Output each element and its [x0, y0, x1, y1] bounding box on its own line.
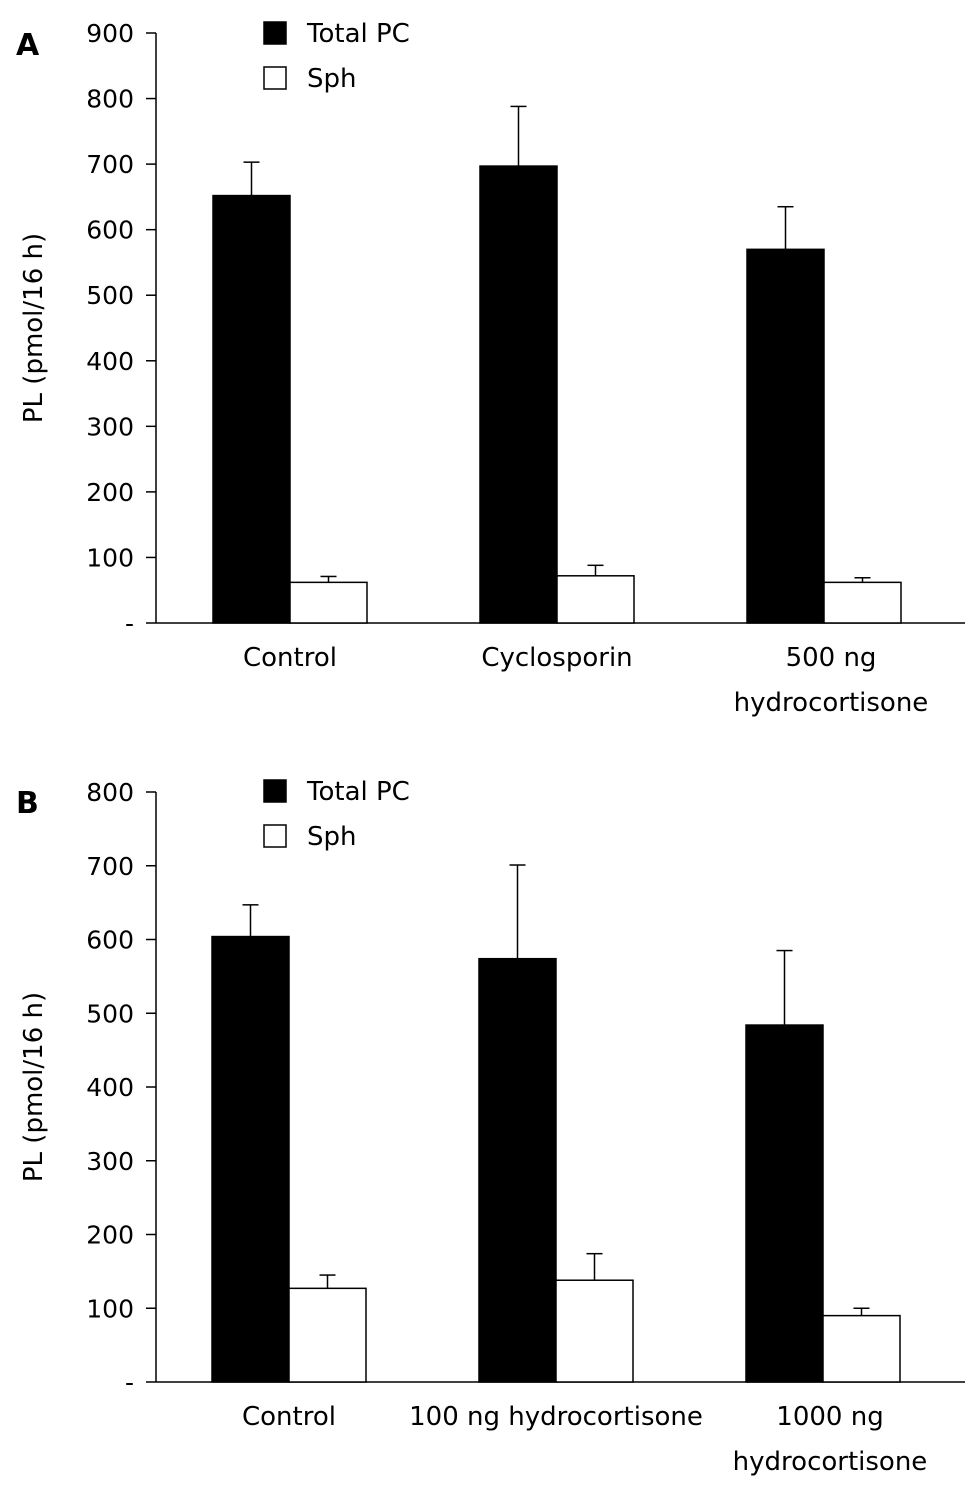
x-tick-label: Control [243, 643, 337, 673]
legend-label: Total PC [306, 777, 410, 807]
y-axis-title: PL (pmol/16 h) [19, 992, 49, 1182]
chart-panel-2: B - 100 200 300 400 500 600 700 800 PL (pmol/16 h)… [16, 777, 965, 1477]
y-tick-label: 700 [86, 150, 134, 179]
y-tick-label: 800 [86, 778, 134, 807]
legend-label: Sph [307, 64, 357, 94]
y-tick-label: 600 [86, 216, 134, 245]
bar-sph [556, 575, 635, 624]
bar-sph [555, 1279, 634, 1383]
y-tick-label: 400 [86, 347, 134, 376]
bar-total-pc [479, 165, 558, 624]
x-tick-label: Control [242, 1402, 336, 1432]
bar-sph [822, 1314, 901, 1383]
bar-total-pc [211, 935, 290, 1383]
chart-panel-1: A - 100 200 300 400 500 600 700 800 900 PL (pmol/16… [16, 19, 965, 718]
y-tick-label: 500 [86, 999, 134, 1028]
y-tick-label: 100 [86, 1294, 134, 1323]
y-tick-label: 200 [86, 1221, 134, 1250]
legend-swatch [263, 824, 287, 848]
y-tick-label: 200 [86, 478, 134, 507]
legend: Total PC Sph [263, 19, 410, 94]
y-tick-label: 300 [86, 1147, 134, 1176]
legend: Total PC Sph [263, 777, 410, 852]
y-tick-label: 300 [86, 412, 134, 441]
x-tick-label: hydrocortisone [734, 688, 929, 718]
y-tick-label: 400 [86, 1073, 134, 1102]
y-tick-label: 100 [86, 543, 134, 572]
bar-total-pc [212, 194, 291, 624]
bar-total-pc [746, 248, 825, 624]
bar-sph [288, 1287, 367, 1383]
bar-total-pc [745, 1024, 824, 1383]
bar-total-pc [478, 957, 557, 1383]
panel-label: A [16, 28, 40, 63]
x-tick-label: 500 ng [786, 643, 877, 673]
legend-label: Sph [307, 822, 357, 852]
legend-label: Total PC [306, 19, 410, 49]
legend-swatch [263, 66, 287, 90]
x-tick-label: Cyclosporin [481, 643, 632, 673]
panel-label: B [16, 786, 39, 821]
y-axis-title: PL (pmol/16 h) [19, 233, 49, 423]
bar-sph [823, 581, 902, 624]
y-tick-label: - [125, 1368, 134, 1397]
legend-swatch [263, 21, 287, 45]
y-tick-label: 600 [86, 926, 134, 955]
y-tick-label: - [125, 609, 134, 638]
y-tick-label: 900 [86, 19, 134, 48]
legend-swatch [263, 779, 287, 803]
y-tick-label: 500 [86, 281, 134, 310]
x-tick-label: 1000 ng [776, 1402, 883, 1432]
x-tick-label: hydrocortisone [733, 1447, 928, 1477]
y-tick-label: 700 [86, 852, 134, 881]
bar-sph [289, 581, 368, 624]
y-tick-label: 800 [86, 85, 134, 114]
x-tick-label: 100 ng hydrocortisone [409, 1402, 703, 1432]
